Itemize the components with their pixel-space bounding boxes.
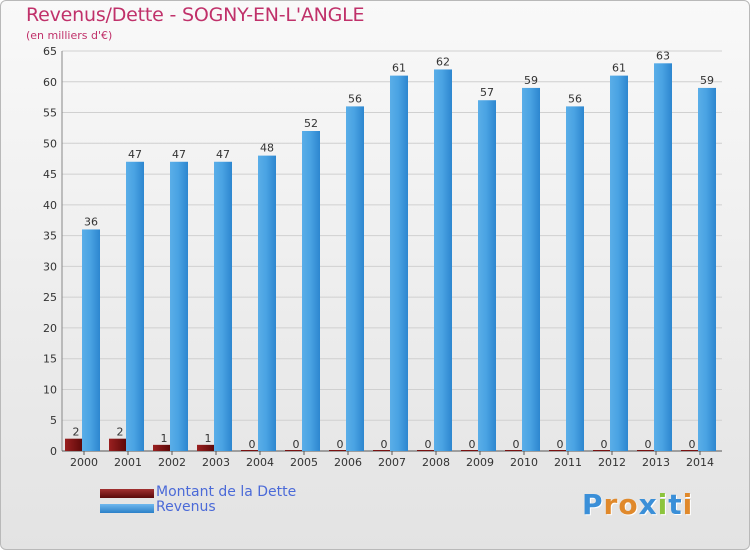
- data-label-revenus: 57: [480, 86, 494, 99]
- x-tick-label: 2010: [510, 456, 538, 469]
- legend-swatch-dette: [100, 489, 154, 498]
- bar-revenus: [522, 87, 540, 451]
- bar-dette: [109, 438, 127, 451]
- x-tick-label: 2004: [246, 456, 274, 469]
- data-label-dette: 0: [425, 438, 432, 451]
- bar-revenus: [82, 229, 100, 451]
- data-label-revenus: 56: [568, 92, 582, 105]
- bar-dette: [241, 450, 259, 451]
- bar-revenus: [390, 75, 408, 451]
- data-label-revenus: 62: [436, 55, 450, 68]
- y-tick-label: 0: [50, 445, 57, 458]
- data-label-dette: 0: [249, 438, 256, 451]
- x-tick-label: 2000: [70, 456, 98, 469]
- bar-revenus: [302, 131, 320, 451]
- data-label-revenus: 47: [128, 148, 142, 161]
- bar-revenus: [214, 161, 232, 451]
- data-label-dette: 0: [601, 438, 608, 451]
- bar-revenus: [566, 106, 584, 451]
- y-tick-label: 15: [43, 353, 57, 366]
- x-tick-label: 2013: [642, 456, 670, 469]
- bar-revenus: [258, 155, 276, 451]
- data-label-dette: 1: [205, 432, 212, 445]
- y-tick-label: 60: [43, 76, 57, 89]
- bar-dette: [637, 450, 655, 451]
- legend-label-dette: Montant de la Dette: [156, 484, 297, 500]
- bar-dette: [65, 438, 83, 451]
- bar-dette: [593, 450, 611, 451]
- bar-revenus: [654, 63, 672, 452]
- data-label-revenus: 63: [656, 49, 670, 62]
- bar-dette: [153, 444, 171, 451]
- y-tick-label: 55: [43, 107, 57, 120]
- data-label-revenus: 59: [700, 74, 714, 87]
- data-label-dette: 2: [117, 426, 124, 439]
- y-tick-label: 5: [50, 414, 57, 427]
- bar-dette: [505, 450, 523, 451]
- y-tick-label: 10: [43, 383, 57, 396]
- data-label-dette: 2: [73, 426, 80, 439]
- bar-dette: [329, 450, 347, 451]
- bar-revenus: [346, 106, 364, 451]
- y-tick-label: 20: [43, 322, 57, 335]
- x-tick-label: 2002: [158, 456, 186, 469]
- data-label-revenus: 47: [172, 148, 186, 161]
- chart-title: Revenus/Dette - SOGNY-EN-L'ANGLE: [26, 4, 365, 26]
- x-tick-label: 2012: [598, 456, 626, 469]
- data-label-revenus: 47: [216, 148, 230, 161]
- x-tick-label: 2008: [422, 456, 450, 469]
- legend-swatch-revenus: [100, 504, 154, 513]
- y-tick-label: 45: [43, 168, 57, 181]
- bar-dette: [373, 450, 391, 451]
- bar-revenus: [434, 69, 452, 451]
- x-tick-label: 2005: [290, 456, 318, 469]
- data-label-dette: 1: [161, 432, 168, 445]
- proxiti-logo: Proxiti: [582, 488, 694, 521]
- data-label-revenus: 36: [84, 215, 98, 228]
- bar-dette: [549, 450, 567, 451]
- data-label-dette: 0: [381, 438, 388, 451]
- bar-dette: [681, 450, 699, 451]
- x-tick-label: 2003: [202, 456, 230, 469]
- y-tick-label: 40: [43, 199, 57, 212]
- bar-revenus: [478, 100, 496, 451]
- y-tick-label: 25: [43, 291, 57, 304]
- bar-revenus: [170, 161, 188, 451]
- bar-dette: [197, 444, 215, 451]
- data-label-dette: 0: [645, 438, 652, 451]
- bar-revenus: [126, 161, 144, 451]
- bar-revenus: [610, 75, 628, 451]
- legend-label-revenus: Revenus: [156, 499, 216, 515]
- data-label-dette: 0: [469, 438, 476, 451]
- data-label-revenus: 48: [260, 142, 274, 155]
- x-tick-label: 2009: [466, 456, 494, 469]
- x-tick-label: 2014: [686, 456, 714, 469]
- data-label-revenus: 56: [348, 92, 362, 105]
- data-label-dette: 0: [293, 438, 300, 451]
- x-tick-label: 2006: [334, 456, 362, 469]
- data-label-revenus: 61: [392, 62, 406, 75]
- data-label-revenus: 61: [612, 62, 626, 75]
- bar-dette: [285, 450, 303, 451]
- chart-subtitle: (en milliers d'€): [26, 29, 113, 42]
- data-label-dette: 0: [513, 438, 520, 451]
- y-tick-label: 30: [43, 260, 57, 273]
- y-tick-label: 50: [43, 137, 57, 150]
- x-tick-label: 2001: [114, 456, 142, 469]
- data-label-dette: 0: [337, 438, 344, 451]
- x-tick-label: 2007: [378, 456, 406, 469]
- y-tick-label: 35: [43, 230, 57, 243]
- bar-dette: [461, 450, 479, 451]
- x-tick-label: 2011: [554, 456, 582, 469]
- data-label-dette: 0: [557, 438, 564, 451]
- data-label-dette: 0: [689, 438, 696, 451]
- bar-revenus: [698, 87, 716, 451]
- bar-dette: [417, 450, 435, 451]
- y-tick-label: 65: [43, 45, 57, 58]
- data-label-revenus: 52: [304, 117, 318, 130]
- data-label-revenus: 59: [524, 74, 538, 87]
